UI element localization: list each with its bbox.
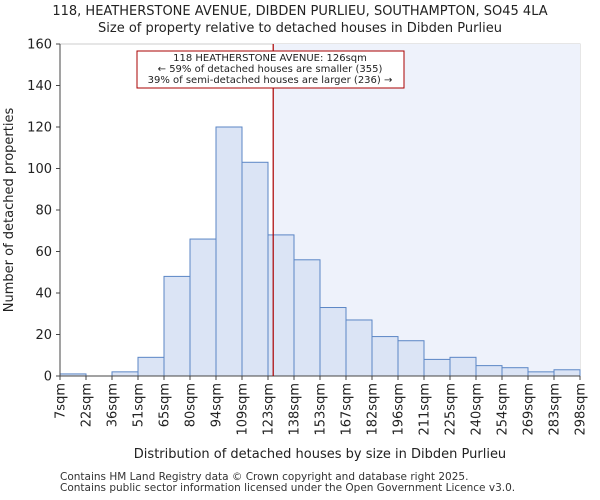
x-axis: 7sqm 22sqm 36sqm 51sqm 65sqm 80sqm 94sqm 109sqm… (54, 375, 589, 436)
bar-65sqm (163, 275, 191, 377)
annotation-line-1: 118 HEATHERSTONE AVENUE: 126sqm (173, 53, 367, 64)
x-tick-label: 65sqm (158, 383, 173, 427)
x-tick-label: 196sqm (392, 383, 407, 436)
chart-subtitle: Size of property relative to detached ho… (98, 21, 502, 36)
x-axis-label: Distribution of detached houses by size … (134, 447, 506, 462)
bar-182sqm (371, 336, 399, 377)
bar-254sqm (501, 367, 529, 377)
x-tick-label: 254sqm (496, 383, 511, 436)
x-tick-label: 109sqm (236, 383, 251, 436)
bar-138sqm (293, 259, 321, 377)
x-tick-label: 80sqm (184, 383, 199, 427)
bar-36sqm (111, 371, 139, 377)
y-tick-label: 20 (35, 328, 52, 343)
x-tick-label: 298sqm (574, 383, 589, 436)
y-tick-label: 40 (35, 287, 52, 302)
x-tick-label: 283sqm (548, 383, 563, 436)
x-tick-label: 269sqm (522, 383, 537, 436)
y-tick-label: 140 (27, 79, 52, 94)
bar-240sqm (475, 365, 503, 377)
x-tick-label: 123sqm (262, 383, 277, 436)
bar-225sqm (449, 356, 477, 377)
x-tick-label: 7sqm (54, 383, 69, 419)
x-tick-label: 167sqm (340, 383, 355, 436)
bar-211sqm (423, 358, 451, 377)
footer-licence: Contains public sector information licen… (60, 482, 516, 494)
x-tick-label: 182sqm (366, 383, 381, 436)
bar-123sqm (267, 234, 295, 377)
bar-109sqm (241, 161, 269, 377)
x-tick-label: 138sqm (288, 383, 303, 436)
x-tick-label: 211sqm (418, 383, 433, 436)
bar-80sqm (189, 238, 217, 377)
footer-copyright: Contains HM Land Registry data © Crown c… (60, 471, 469, 483)
x-tick-label: 240sqm (470, 383, 485, 436)
y-tick-label: 60 (35, 245, 52, 260)
annotation-line-2: ← 59% of detached houses are smaller (35… (158, 64, 383, 75)
bar-51sqm (137, 356, 165, 377)
chart-title: 118, HEATHERSTONE AVENUE, DIBDEN PURLIEU… (52, 4, 548, 19)
y-tick-label: 160 (27, 38, 52, 53)
x-tick-label: 51sqm (132, 383, 147, 427)
x-tick-label: 94sqm (210, 383, 225, 427)
x-tick-label: 36sqm (106, 383, 121, 427)
y-axis: 0 20 40 60 80 100 120 140 160 (27, 38, 61, 385)
annotation-box: 118 HEATHERSTONE AVENUE: 126sqm ← 59% of… (136, 50, 405, 89)
bar-94sqm (215, 126, 243, 377)
bar-196sqm (397, 340, 425, 377)
bar-283sqm (553, 369, 581, 377)
bar-269sqm (527, 371, 555, 377)
y-tick-label: 80 (35, 204, 52, 219)
bars-group (59, 126, 581, 377)
annotation-border (136, 50, 405, 89)
y-tick-label: 0 (44, 370, 52, 385)
bar-153sqm (319, 307, 347, 377)
x-tick-label: 225sqm (444, 383, 459, 436)
bar-167sqm (345, 319, 373, 377)
x-tick-label: 153sqm (314, 383, 329, 436)
y-axis-label: Number of detached properties (2, 108, 17, 313)
y-tick-label: 100 (27, 162, 52, 177)
y-tick-label: 120 (27, 121, 52, 136)
x-tick-label: 22sqm (80, 383, 95, 427)
annotation-line-3: 39% of semi-detached houses are larger (… (148, 75, 393, 86)
